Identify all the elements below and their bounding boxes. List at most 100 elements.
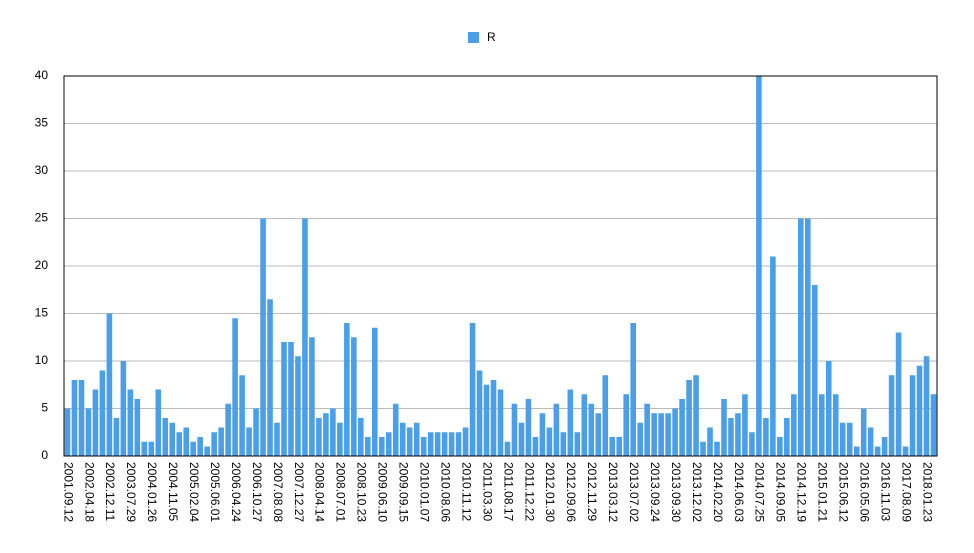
y-tick-label: 35 [35,116,49,130]
bar [330,408,336,456]
bar [120,361,127,456]
x-tick-label: 2005.02.04 [187,462,201,522]
bar [518,422,525,456]
bar [686,380,692,456]
x-tick-label: 2009.09.15 [397,462,411,522]
legend-label: R [487,30,496,44]
bar [805,218,811,456]
bar [281,342,287,456]
bar [532,437,539,456]
bar [155,389,162,456]
bar [595,413,602,456]
bar [427,432,434,456]
bar [246,427,252,456]
bar [609,437,616,456]
bar [197,437,203,456]
x-tick-label: 2006.04.24 [229,462,243,522]
bar [553,403,560,456]
bar [176,432,183,456]
bar [371,327,378,456]
x-tick-label: 2003.07.29 [124,462,138,522]
x-tick-label: 2015.01.21 [816,462,830,522]
x-tick-label: 2016.05.06 [857,462,871,522]
bar [441,432,448,456]
x-tick-label: 2014.09.05 [774,462,788,522]
bar [469,323,476,456]
bar [895,332,902,456]
bar [134,399,141,456]
legend-swatch [468,32,479,43]
bar [497,389,504,456]
bar [462,427,469,456]
bar [490,380,497,456]
bar [770,256,776,456]
bar [406,427,413,456]
bar [106,313,113,456]
bar [630,323,636,456]
x-tick-label: 2018.01.23 [920,462,934,522]
bar [378,437,385,456]
bar [141,441,148,456]
bar [365,437,371,456]
x-tick-label: 2011.08.17 [501,462,515,521]
bar [211,432,217,456]
bar [218,427,224,456]
bar [742,394,748,456]
bar [665,413,671,456]
bar [385,432,392,456]
bar [399,422,406,456]
x-tick-label: 2004.11.05 [166,462,180,521]
x-tick-label: 2014.07.25 [753,462,767,522]
bar [539,413,546,456]
bar [64,408,71,456]
x-tick-label: 2007.12.27 [292,462,306,522]
bar [818,394,825,456]
bar [476,370,483,456]
bar [853,446,860,456]
bar [602,375,609,456]
y-tick-label: 25 [35,211,49,225]
x-tick-label: 2008.04.14 [313,462,327,522]
bar [763,418,769,456]
bar [316,418,322,456]
x-tick-label: 2014.06.03 [732,462,746,522]
x-tick-label: 2013.09.24 [648,462,662,522]
y-tick-label: 30 [35,163,49,177]
bar [777,437,783,456]
x-tick-label: 2012.09.06 [564,462,578,522]
bar [839,422,846,456]
x-tick-label: 2011.12.22 [522,462,536,521]
y-tick-label: 15 [35,306,49,320]
bar [232,318,238,456]
x-tick-label: 2002.12.11 [103,462,117,521]
bar [825,361,832,456]
bar [190,441,196,456]
bar [260,218,266,456]
x-tick-label: 2010.08.06 [438,462,452,522]
bar [867,427,874,456]
bar [455,432,462,456]
y-tick-label: 5 [41,401,48,415]
bar [567,389,574,456]
bar [714,441,720,456]
x-tick-label: 2013.09.30 [669,462,683,522]
bar [78,380,85,456]
bar [735,413,741,456]
bar [85,408,92,456]
x-tick-label: 2011.03.30 [480,462,494,521]
x-tick-label: 2001.09.12 [61,462,75,522]
bar [483,384,490,456]
x-tick-label: 2010.11.12 [459,462,473,521]
x-tick-label: 2015.06.12 [837,462,851,522]
bar [351,337,357,456]
y-tick-label: 20 [35,258,49,272]
x-tick-label: 2007.08.08 [271,462,285,522]
bar [693,375,699,456]
x-tick-label: 2002.04.18 [82,462,96,522]
bar [504,441,511,456]
x-tick-label: 2006.10.27 [250,462,264,522]
bar [344,323,350,456]
y-tick-label: 40 [35,68,49,82]
bar [267,299,273,456]
bar [860,408,867,456]
